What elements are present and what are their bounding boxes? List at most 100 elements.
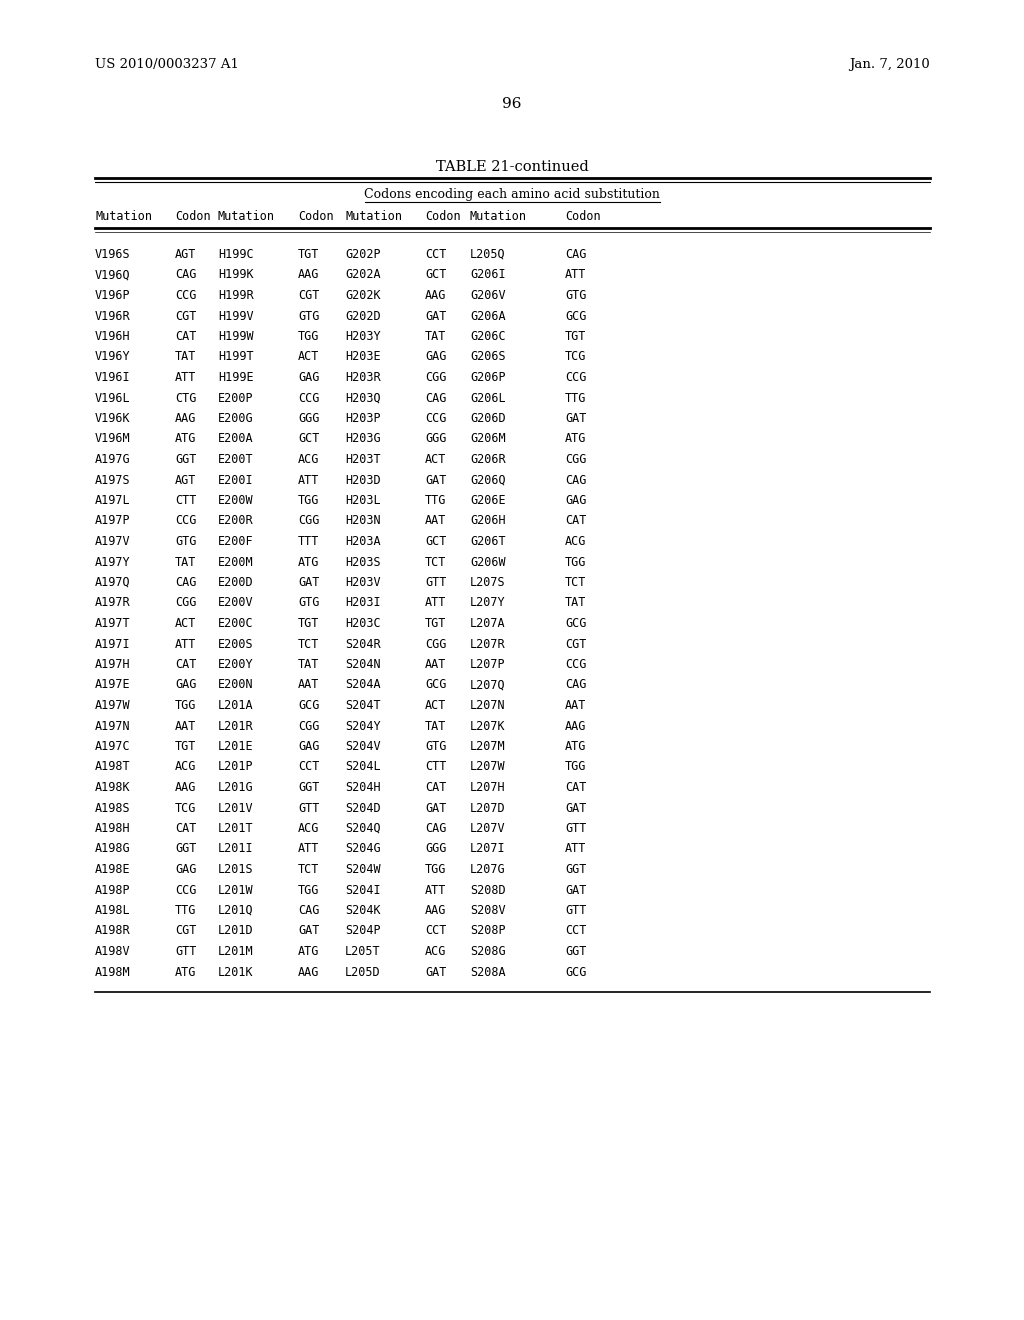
Text: S204D: S204D xyxy=(345,801,381,814)
Text: G206L: G206L xyxy=(470,392,506,404)
Text: Mutation: Mutation xyxy=(470,210,527,223)
Text: GCG: GCG xyxy=(298,700,319,711)
Text: ATT: ATT xyxy=(425,883,446,896)
Text: CAT: CAT xyxy=(565,781,587,795)
Text: TCT: TCT xyxy=(565,576,587,589)
Text: TAT: TAT xyxy=(425,330,446,343)
Text: TTG: TTG xyxy=(175,904,197,917)
Text: S208V: S208V xyxy=(470,904,506,917)
Text: CAG: CAG xyxy=(298,904,319,917)
Text: E200D: E200D xyxy=(218,576,254,589)
Text: S204T: S204T xyxy=(345,700,381,711)
Text: TGG: TGG xyxy=(175,700,197,711)
Text: S204H: S204H xyxy=(345,781,381,795)
Text: A198T: A198T xyxy=(95,760,131,774)
Text: ACG: ACG xyxy=(565,535,587,548)
Text: CAG: CAG xyxy=(565,678,587,692)
Text: Codon: Codon xyxy=(298,210,334,223)
Text: E200W: E200W xyxy=(218,494,254,507)
Text: S208G: S208G xyxy=(470,945,506,958)
Text: L201T: L201T xyxy=(218,822,254,836)
Text: TTG: TTG xyxy=(425,494,446,507)
Text: E200P: E200P xyxy=(218,392,254,404)
Text: L207N: L207N xyxy=(470,700,506,711)
Text: L207I: L207I xyxy=(470,842,506,855)
Text: CGG: CGG xyxy=(565,453,587,466)
Text: GAT: GAT xyxy=(565,883,587,896)
Text: V196S: V196S xyxy=(95,248,131,261)
Text: ATG: ATG xyxy=(298,945,319,958)
Text: AAG: AAG xyxy=(425,289,446,302)
Text: CGG: CGG xyxy=(175,597,197,610)
Text: G206C: G206C xyxy=(470,330,506,343)
Text: A197G: A197G xyxy=(95,453,131,466)
Text: A198H: A198H xyxy=(95,822,131,836)
Text: A198G: A198G xyxy=(95,842,131,855)
Text: AAT: AAT xyxy=(425,657,446,671)
Text: H203I: H203I xyxy=(345,597,381,610)
Text: GAT: GAT xyxy=(565,801,587,814)
Text: S204N: S204N xyxy=(345,657,381,671)
Text: H203Y: H203Y xyxy=(345,330,381,343)
Text: L201E: L201E xyxy=(218,741,254,752)
Text: A197N: A197N xyxy=(95,719,131,733)
Text: S204R: S204R xyxy=(345,638,381,651)
Text: A198E: A198E xyxy=(95,863,131,876)
Text: G206A: G206A xyxy=(470,309,506,322)
Text: V196Q: V196Q xyxy=(95,268,131,281)
Text: A198V: A198V xyxy=(95,945,131,958)
Text: G206R: G206R xyxy=(470,453,506,466)
Text: E200Y: E200Y xyxy=(218,657,254,671)
Text: E200N: E200N xyxy=(218,678,254,692)
Text: AAT: AAT xyxy=(565,700,587,711)
Text: H199W: H199W xyxy=(218,330,254,343)
Text: CCG: CCG xyxy=(565,371,587,384)
Text: GCT: GCT xyxy=(425,535,446,548)
Text: GTT: GTT xyxy=(425,576,446,589)
Text: GAT: GAT xyxy=(298,924,319,937)
Text: ACT: ACT xyxy=(425,453,446,466)
Text: E200C: E200C xyxy=(218,616,254,630)
Text: A197C: A197C xyxy=(95,741,131,752)
Text: TCG: TCG xyxy=(565,351,587,363)
Text: CAG: CAG xyxy=(425,392,446,404)
Text: CGG: CGG xyxy=(298,719,319,733)
Text: G202P: G202P xyxy=(345,248,381,261)
Text: ATT: ATT xyxy=(175,371,197,384)
Text: S204Q: S204Q xyxy=(345,822,381,836)
Text: V196M: V196M xyxy=(95,433,131,446)
Text: CAG: CAG xyxy=(565,474,587,487)
Text: E200R: E200R xyxy=(218,515,254,528)
Text: GAT: GAT xyxy=(565,412,587,425)
Text: CCG: CCG xyxy=(298,392,319,404)
Text: GAT: GAT xyxy=(425,801,446,814)
Text: Jan. 7, 2010: Jan. 7, 2010 xyxy=(849,58,930,71)
Text: A198K: A198K xyxy=(95,781,131,795)
Text: CTG: CTG xyxy=(175,392,197,404)
Text: CAG: CAG xyxy=(175,268,197,281)
Text: Codon: Codon xyxy=(425,210,461,223)
Text: H203P: H203P xyxy=(345,412,381,425)
Text: H203T: H203T xyxy=(345,453,381,466)
Text: V196I: V196I xyxy=(95,371,131,384)
Text: G206T: G206T xyxy=(470,535,506,548)
Text: ATT: ATT xyxy=(425,597,446,610)
Text: GTG: GTG xyxy=(425,741,446,752)
Text: CCG: CCG xyxy=(175,289,197,302)
Text: ACG: ACG xyxy=(298,822,319,836)
Text: CCG: CCG xyxy=(175,883,197,896)
Text: Mutation: Mutation xyxy=(345,210,402,223)
Text: TAT: TAT xyxy=(175,351,197,363)
Text: CCT: CCT xyxy=(298,760,319,774)
Text: H199T: H199T xyxy=(218,351,254,363)
Text: GTG: GTG xyxy=(298,597,319,610)
Text: L201R: L201R xyxy=(218,719,254,733)
Text: L201G: L201G xyxy=(218,781,254,795)
Text: L207K: L207K xyxy=(470,719,506,733)
Text: TGG: TGG xyxy=(298,494,319,507)
Text: CCT: CCT xyxy=(425,248,446,261)
Text: L201W: L201W xyxy=(218,883,254,896)
Text: GAG: GAG xyxy=(298,371,319,384)
Text: CAT: CAT xyxy=(175,822,197,836)
Text: ATG: ATG xyxy=(298,556,319,569)
